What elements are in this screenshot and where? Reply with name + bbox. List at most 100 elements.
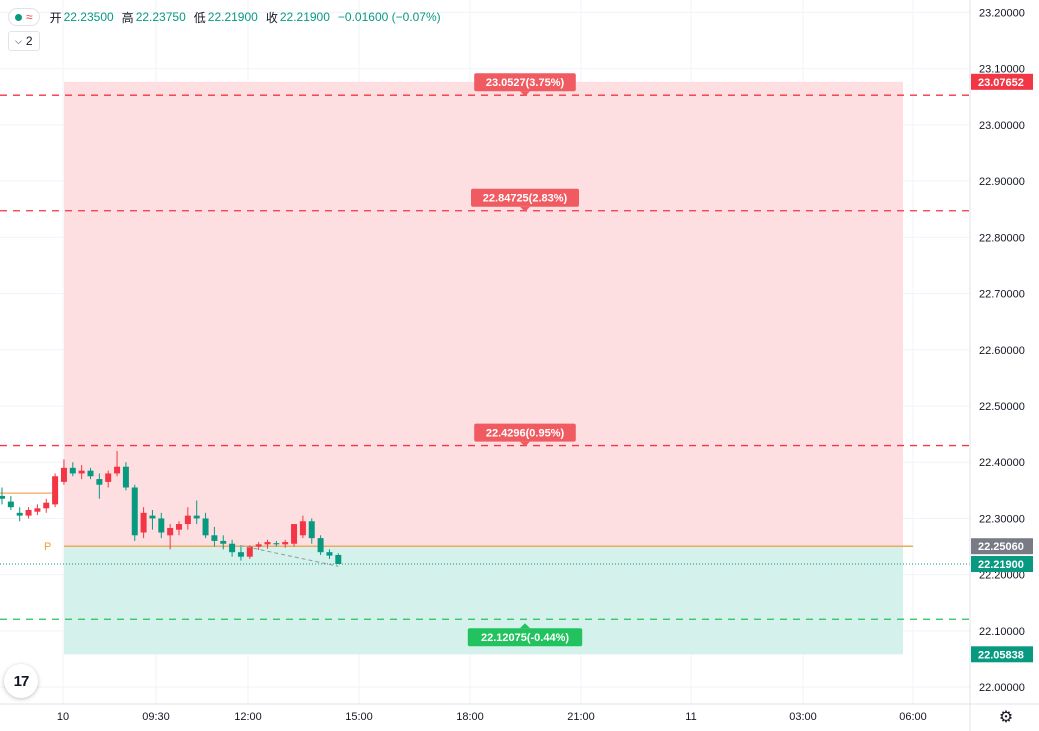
- level-label-box: [474, 423, 576, 442]
- time-tick-label: 21:00: [567, 711, 595, 723]
- price-tick-label: 22.30000: [979, 513, 1025, 525]
- candle-body: [282, 542, 289, 545]
- price-tick-label: 22.70000: [979, 289, 1025, 301]
- candle-body: [193, 515, 200, 519]
- pivot-label: P: [44, 541, 51, 553]
- candle-body: [184, 515, 191, 525]
- tradingview-logo-icon[interactable]: 17: [4, 664, 38, 698]
- ohlc-legend: ≈ 开 22.23500 高 22.23750 低 22.21900 收 22.…: [8, 6, 449, 28]
- price-tick-label: 22.60000: [979, 345, 1025, 357]
- price-tick-label: 22.50000: [979, 401, 1025, 413]
- price-tag-label: 22.25060: [978, 541, 1024, 553]
- open-label: 开: [49, 10, 62, 25]
- candle-body: [16, 512, 23, 516]
- time-tick-label: 18:00: [456, 711, 484, 723]
- candle-body: [96, 479, 103, 485]
- symbol-status-pill[interactable]: ≈: [8, 8, 40, 26]
- low-value: 22.21900: [207, 10, 258, 24]
- candle-body: [317, 538, 324, 553]
- candle-body: [87, 470, 94, 477]
- price-tick-label: 22.20000: [979, 570, 1025, 582]
- price-tick-label: 22.80000: [979, 232, 1025, 244]
- level-label-box: [474, 73, 576, 92]
- price-tick-label: 22.10000: [979, 626, 1025, 638]
- indicator-count: 2: [25, 34, 33, 48]
- candle-body: [299, 521, 306, 536]
- candle-body: [140, 512, 147, 533]
- dot-icon: [15, 13, 22, 21]
- price-tick-label: 23.10000: [979, 64, 1025, 76]
- price-tag-box: [971, 73, 1033, 90]
- level-label-text: 23.0527(3.75%): [486, 77, 565, 89]
- candle-body: [202, 518, 209, 536]
- candle-body: [167, 528, 174, 536]
- close-value: 22.21900: [279, 10, 330, 24]
- price-tick-label: 23.20000: [979, 7, 1025, 19]
- time-tick-label: 12:00: [234, 711, 262, 723]
- level-label-box: [471, 188, 579, 207]
- candle-body: [122, 466, 129, 488]
- price-tag-box: [971, 538, 1033, 555]
- price-tag-label: 22.05838: [978, 649, 1024, 661]
- level-label-pointer: [520, 206, 530, 212]
- candle-body: [246, 546, 253, 557]
- candle-body: [105, 473, 112, 482]
- candle-body: [131, 487, 138, 536]
- candle-body: [335, 554, 342, 564]
- chevron-down-icon: ⌵: [15, 35, 22, 46]
- level-label-pointer: [520, 91, 530, 97]
- candle-body: [264, 542, 271, 545]
- candle-body: [52, 476, 59, 505]
- price-tag-label: 23.07652: [978, 77, 1024, 89]
- candle-body: [291, 524, 298, 544]
- candle-body: [78, 470, 85, 474]
- candle-body: [34, 508, 41, 512]
- candle-body: [176, 524, 182, 530]
- level-label-pointer: [520, 441, 530, 447]
- candle-body: [220, 540, 227, 544]
- high-label: 高: [121, 10, 134, 25]
- candle-body: [0, 495, 5, 499]
- candle-body: [237, 552, 244, 557]
- open-value: 22.23500: [63, 10, 114, 24]
- low-label: 低: [193, 10, 206, 25]
- price-tick-label: 22.00000: [979, 682, 1025, 694]
- price-tag-box: [971, 646, 1033, 663]
- time-tick-label: 06:00: [899, 711, 927, 723]
- indicators-toggle[interactable]: ⌵ 2: [8, 31, 40, 51]
- candle-body: [255, 544, 262, 547]
- level-label-text: 22.84725(2.83%): [483, 193, 568, 205]
- candle-body: [114, 466, 121, 474]
- candle-body: [7, 501, 14, 508]
- candle-body: [211, 535, 218, 541]
- time-tick-label: 09:30: [142, 711, 170, 723]
- candle-body: [273, 543, 280, 545]
- candle-body: [149, 515, 156, 519]
- level-label-text: 22.4296(0.95%): [486, 428, 565, 440]
- level-label-pointer: [520, 623, 530, 629]
- candle-body: [25, 510, 32, 516]
- time-tick-label: 11: [685, 711, 696, 723]
- level-label-text: 22.12075(-0.44%): [481, 632, 569, 644]
- high-value: 22.23750: [135, 10, 186, 24]
- candle-body: [326, 552, 333, 556]
- close-label: 收: [265, 10, 278, 25]
- price-tick-label: 23.00000: [979, 120, 1025, 132]
- level-label-box: [467, 628, 583, 647]
- gear-icon[interactable]: ⚙: [998, 709, 1014, 726]
- time-tick-label: 03:00: [789, 711, 817, 723]
- price-tick-label: 22.40000: [979, 457, 1025, 469]
- target-zone: [64, 81, 903, 547]
- candle-body: [60, 467, 67, 482]
- candle-body: [69, 467, 76, 474]
- price-tag-label: 22.21900: [978, 559, 1024, 571]
- candle-body: [229, 543, 236, 553]
- price-tag-box: [971, 555, 1033, 572]
- time-tick-label: 10: [57, 711, 69, 723]
- change-value: −0.01600 (−0.07%): [337, 10, 441, 24]
- candle-body: [158, 518, 165, 533]
- candle-body: [308, 521, 315, 539]
- price-tick-label: 22.90000: [979, 176, 1025, 188]
- candle-body: [43, 502, 50, 509]
